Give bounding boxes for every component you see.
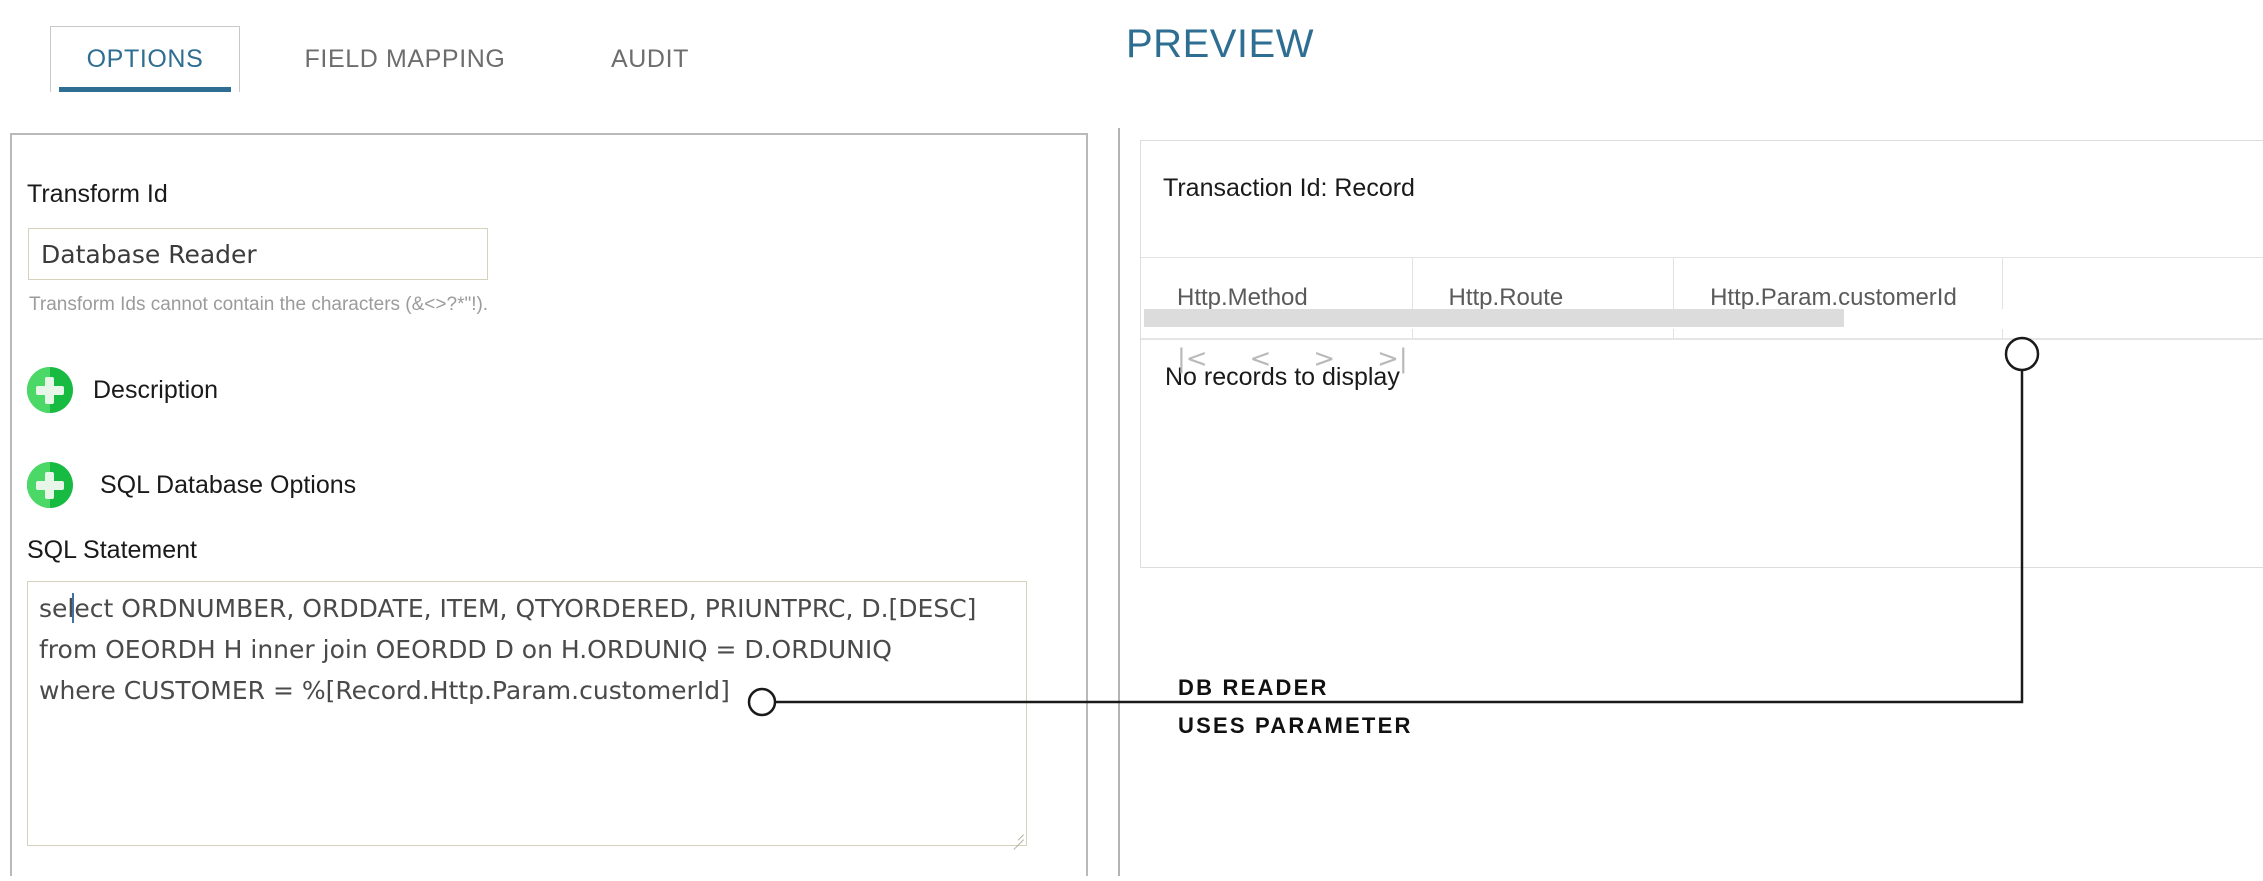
plus-circle-icon bbox=[27, 367, 73, 413]
tab-audit[interactable]: AUDIT bbox=[580, 26, 720, 92]
grid-column-http-route[interactable]: Http.Route bbox=[1413, 258, 1675, 338]
sql-statement-textarea[interactable]: select ORDNUMBER, ORDDATE, ITEM, QTYORDE… bbox=[27, 581, 1027, 850]
expander-description-label: Description bbox=[93, 375, 219, 404]
resize-handle-icon[interactable] bbox=[1008, 827, 1024, 850]
pager-next-icon[interactable]: > bbox=[1313, 344, 1336, 374]
sql-statement-text: select ORDNUMBER, ORDDATE, ITEM, QTYORDE… bbox=[39, 594, 977, 705]
grid-pager: |< < > >| bbox=[1177, 344, 1408, 374]
pager-previous-icon[interactable]: < bbox=[1249, 344, 1272, 374]
tab-field-mapping-label: FIELD MAPPING bbox=[304, 44, 506, 73]
tab-bar: OPTIONS FIELD MAPPING AUDIT bbox=[0, 26, 1100, 94]
pager-first-icon[interactable]: |< bbox=[1177, 344, 1208, 374]
grid-column-http-method[interactable]: Http.Method bbox=[1141, 258, 1413, 338]
transaction-id-label: Transaction Id: Record bbox=[1163, 174, 1415, 202]
text-caret bbox=[72, 593, 74, 623]
preview-grid: Http.Method Http.Route Http.Param.custom… bbox=[1141, 257, 2263, 414]
pager-last-icon[interactable]: >| bbox=[1377, 344, 1408, 374]
sql-statement-label: SQL Statement bbox=[27, 536, 197, 564]
scrollbar-thumb[interactable] bbox=[1144, 309, 1844, 327]
expander-sql-database-options-label: SQL Database Options bbox=[100, 470, 357, 499]
tab-options[interactable]: OPTIONS bbox=[50, 26, 240, 92]
expander-sql-database-options[interactable]: SQL Database Options bbox=[27, 462, 356, 508]
preview-panel: Transaction Id: Record Http.Method Http.… bbox=[1118, 128, 2263, 876]
transform-id-label: Transform Id bbox=[27, 180, 168, 208]
transform-id-input[interactable] bbox=[28, 228, 488, 280]
expander-description[interactable]: Description bbox=[27, 367, 218, 413]
grid-header-row: Http.Method Http.Route Http.Param.custom… bbox=[1141, 257, 2263, 340]
preview-heading: PREVIEW bbox=[1126, 22, 1314, 66]
tab-options-label: OPTIONS bbox=[86, 45, 204, 73]
preview-card: Transaction Id: Record Http.Method Http.… bbox=[1140, 140, 2263, 568]
grid-column-http-param-customerid[interactable]: Http.Param.customerId bbox=[1674, 258, 2004, 338]
transform-id-helper-text: Transform Ids cannot contain the charact… bbox=[29, 294, 489, 315]
tab-audit-label: AUDIT bbox=[611, 44, 689, 73]
plus-circle-icon bbox=[27, 462, 73, 508]
tab-field-mapping[interactable]: FIELD MAPPING bbox=[280, 26, 530, 92]
grid-horizontal-scrollbar[interactable] bbox=[1142, 309, 2263, 329]
